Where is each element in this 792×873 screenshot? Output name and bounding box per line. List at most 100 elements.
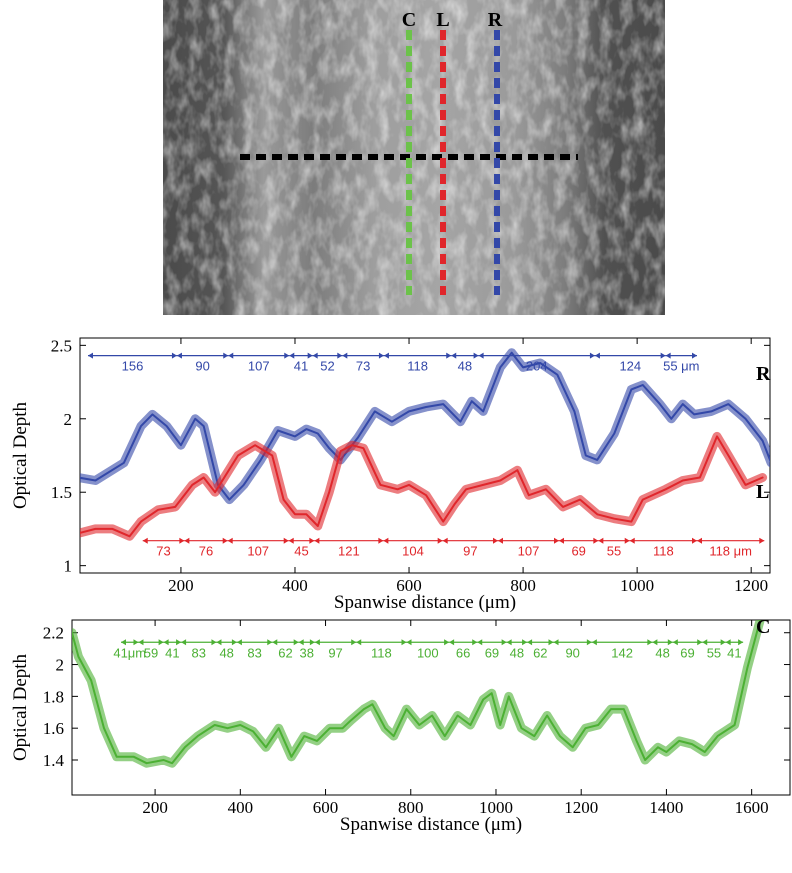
spacing-label: 118	[371, 645, 392, 660]
arrow-head	[216, 639, 237, 646]
series-label: C	[756, 616, 770, 638]
spacing-label: 156	[122, 359, 144, 374]
arrow-head	[506, 639, 528, 646]
line-label: R	[488, 9, 503, 31]
spacing-label: 118 μm	[709, 544, 752, 559]
spacing-label: 48	[655, 645, 669, 660]
spacing-label: 48	[458, 359, 472, 374]
spacing-label: 62	[533, 645, 547, 660]
arrow-head	[406, 639, 450, 646]
spacing-label: 97	[463, 544, 477, 559]
spacing-label: 55	[707, 645, 721, 660]
spacing-label: 48	[510, 645, 524, 660]
spacing-label: 59	[144, 645, 158, 660]
y-tick-label: 2.2	[43, 624, 64, 643]
spacing-label: 107	[518, 544, 540, 559]
x-tick-label: 1200	[564, 798, 598, 817]
y-axis-label: Optical Depth	[10, 401, 31, 509]
x-tick-label: 800	[398, 798, 424, 817]
x-axis-label: Spanwise distance (μm)	[340, 814, 522, 835]
spacing-label: 142	[611, 645, 633, 660]
x-tick-label: 600	[396, 576, 422, 595]
spacing-label: 45	[294, 544, 308, 559]
arrow-head	[702, 639, 726, 646]
arrow-head	[121, 639, 139, 646]
series-label: L	[756, 481, 769, 503]
spacing-label: 41	[727, 645, 741, 660]
y-tick-label: 2	[64, 410, 73, 429]
arrow-head	[314, 639, 357, 646]
spacing-label: 121	[338, 544, 360, 559]
spacing-label: 124	[619, 359, 641, 374]
spacing-label: 41	[294, 359, 308, 374]
x-tick-label: 200	[142, 798, 168, 817]
spacing-label: 73	[156, 544, 170, 559]
line	[80, 351, 770, 501]
spacing-label: 69	[680, 645, 694, 660]
line-label: C	[402, 9, 416, 31]
y-tick-label: 1.5	[51, 483, 72, 502]
spacing-label: 41	[165, 645, 179, 660]
spacing-label: 55	[607, 544, 621, 559]
spacing-label: 90	[195, 359, 209, 374]
y-tick-label: 2	[56, 656, 65, 675]
spacing-label: 107	[248, 359, 270, 374]
plot-frame	[71, 619, 791, 796]
spacing-label: 69	[571, 544, 585, 559]
arrow-head	[342, 352, 384, 359]
spacing-label: 62	[278, 645, 292, 660]
arrow-head	[142, 537, 185, 544]
x-tick-label: 1000	[479, 798, 513, 817]
chart: 200 400 600 800 1000 1200 1400 1600 1.4 1.6 1.8 2 2.…	[10, 616, 791, 835]
spacing-label: 100	[417, 645, 439, 660]
spacing-label: 83	[247, 645, 261, 660]
arrow-head	[289, 352, 313, 359]
x-tick-label: 1000	[620, 576, 654, 595]
x-tick-label: 600	[313, 798, 339, 817]
arrow-head	[184, 537, 228, 544]
chart: 200 400 600 800 1000 1200 1 1.5 2 2.5 Spanwise dis…	[10, 336, 771, 613]
spacing-label: 90	[565, 645, 579, 660]
x-tick-label: 400	[228, 798, 254, 817]
micrograph: C L R	[163, 0, 665, 315]
spacing-label: 118	[653, 544, 674, 559]
arrow-head	[725, 639, 744, 646]
y-tick-label: 1.4	[43, 751, 65, 770]
spacing-label: 118	[407, 359, 428, 374]
spacing-label: 48	[219, 645, 233, 660]
spacing-label: 55 μm	[663, 359, 699, 374]
line-band	[80, 431, 768, 541]
x-tick-label: 200	[168, 576, 194, 595]
x-tick-label: 800	[510, 576, 536, 595]
series-label: R	[756, 363, 771, 385]
spacing-label: 104	[402, 544, 424, 559]
x-tick-label: 1600	[735, 798, 769, 817]
y-axis-label: Optical Depth	[10, 653, 31, 761]
arrow-head	[298, 639, 315, 646]
line	[80, 435, 764, 538]
x-tick-label: 1400	[649, 798, 683, 817]
y-tick-label: 1.8	[43, 687, 64, 706]
spacing-label: 76	[199, 544, 213, 559]
spacing-label: 41μm	[113, 645, 146, 660]
line-label: L	[436, 9, 449, 31]
spacing-label: 83	[192, 645, 206, 660]
line-band	[80, 348, 770, 505]
spacing-label: 204	[526, 359, 548, 374]
spacing-label: 38	[300, 645, 314, 660]
spacing-label: 69	[485, 645, 499, 660]
line	[72, 620, 762, 765]
arrow-head	[163, 639, 182, 646]
spacing-label: 52	[320, 359, 334, 374]
y-tick-label: 2.5	[51, 336, 72, 355]
spacing-label: 66	[456, 645, 470, 660]
x-axis-label: Spanwise distance (μm)	[334, 592, 516, 613]
y-tick-label: 1	[64, 557, 73, 576]
x-tick-label: 400	[282, 576, 308, 595]
spacing-label: 97	[328, 645, 342, 660]
x-tick-label: 1200	[734, 576, 768, 595]
spacing-label: 107	[247, 544, 269, 559]
spacing-label: 73	[356, 359, 370, 374]
